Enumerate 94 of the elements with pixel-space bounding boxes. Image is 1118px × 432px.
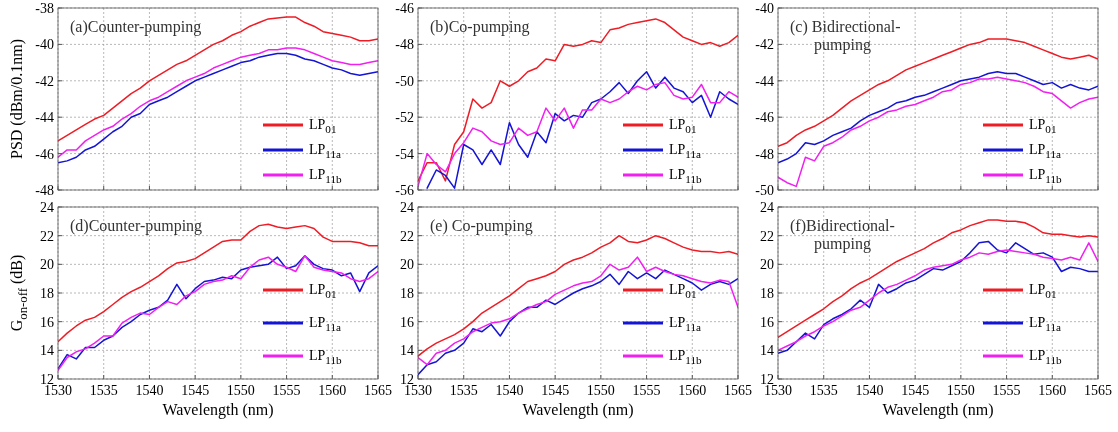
x-tick-label: 1540 [495, 383, 524, 398]
y-tick-label: -48 [755, 146, 774, 162]
y-tick-label: -46 [395, 1, 414, 16]
x-tick-label: 1540 [135, 383, 164, 398]
x-tick-label: 1530 [404, 383, 432, 398]
y-tick-label: 24 [760, 200, 774, 215]
y-tick-label: 16 [400, 314, 414, 330]
x-tick-label: 1560 [318, 383, 347, 398]
legend-label: LP$_{11b}$ [309, 167, 343, 185]
x-tick-label: 1550 [586, 383, 615, 398]
x-tick-label: 1560 [1038, 383, 1067, 398]
x-tick-label: 1555 [632, 383, 661, 398]
x-tick-label: 1530 [764, 383, 792, 398]
legend-label: LP$_{11b}$ [1029, 348, 1063, 366]
legend-label: LP$_{11a}$ [1029, 315, 1062, 333]
x-tick-label: 1545 [181, 383, 210, 398]
y-tick-label: 18 [400, 286, 414, 301]
y-tick-label: 14 [400, 343, 414, 359]
y-tick-label: 16 [40, 314, 54, 330]
x-tick-label: 1565 [364, 383, 392, 398]
line-series [418, 18, 738, 182]
y-tick-label: -40 [35, 37, 54, 53]
text: (f)Bidirectional-pumping [790, 217, 895, 253]
line-series [58, 16, 378, 142]
x-tick-label: 1530 [44, 383, 72, 398]
y-tick-label: -38 [35, 1, 54, 16]
x-tick-label: 1545 [541, 383, 570, 398]
y-tick-label: -56 [395, 183, 414, 198]
y-tick-label: 20 [760, 257, 774, 273]
y-tick-label: -50 [395, 73, 414, 89]
y-tick-label: -48 [35, 183, 54, 198]
legend-label: LP$_{11a}$ [669, 142, 702, 160]
legend-label: LP$_{11a}$ [309, 142, 342, 160]
legend-label: LP$_{01}$ [309, 282, 337, 300]
line-series [418, 269, 738, 376]
line-series [778, 219, 1098, 339]
x-tick-label: 1535 [449, 383, 478, 398]
x-tick-label: 1555 [272, 383, 301, 398]
legend-label: LP$_{11b}$ [669, 348, 703, 366]
y-tick-label: 18 [760, 286, 774, 301]
y-tick-label: -40 [755, 1, 774, 16]
legend-label: LP$_{01}$ [669, 117, 697, 135]
text: (d)Counter-pumping [70, 217, 203, 235]
x-axis-title: Wavelength (nm) [882, 401, 994, 419]
y-tick-label: -46 [35, 146, 54, 162]
line-series [778, 70, 1098, 164]
text: (e) Co-pumping [430, 217, 533, 235]
y-tick-label: 24 [40, 200, 54, 215]
y-tick-label: -44 [755, 73, 774, 89]
x-tick-label: 1550 [226, 383, 255, 398]
text: (b)Co-pumping [430, 18, 530, 36]
y-tick-label: 14 [40, 343, 54, 359]
x-tick-label: 1565 [1084, 383, 1112, 398]
legend-label: LP$_{11a}$ [309, 315, 342, 333]
y-tick-label: -54 [395, 146, 414, 162]
y-tick-label: 14 [760, 343, 774, 359]
y-tick-label: 24 [400, 200, 414, 215]
y-tick-label: 22 [400, 228, 414, 244]
text: (c) Bidirectional-pumping [790, 18, 901, 54]
y-tick-label: -44 [35, 110, 54, 126]
x-tick-label: 1560 [678, 383, 707, 398]
y-tick-label: 16 [760, 314, 774, 330]
legend-label: LP$_{11a}$ [1029, 142, 1062, 160]
x-tick-label: 1550 [946, 383, 975, 398]
legend-label: LP$_{01}$ [1029, 282, 1057, 300]
x-tick-label: 1545 [901, 383, 930, 398]
legend-label: LP$_{11b}$ [309, 348, 343, 366]
y-tick-label: 18 [40, 286, 54, 301]
y-tick-label: 20 [400, 257, 414, 273]
x-tick-label: 1565 [724, 383, 752, 398]
y-tick-label: -42 [35, 73, 54, 89]
y-tick-label: -46 [755, 110, 774, 126]
y-tick-label: -48 [395, 37, 414, 53]
y-axis-title: PSD (dBm/0.1nm) [8, 38, 26, 160]
legend-label: LP$_{01}$ [309, 117, 337, 135]
y-tick-label: -42 [755, 37, 774, 53]
x-tick-label: 1555 [992, 383, 1021, 398]
x-axis-title: Wavelength (nm) [522, 401, 634, 419]
legend-label: LP$_{11b}$ [669, 167, 703, 185]
x-tick-label: 1535 [809, 383, 838, 398]
y-tick-label: 20 [40, 257, 54, 273]
legend-label: LP$_{11a}$ [669, 315, 702, 333]
x-tick-label: 1540 [855, 383, 884, 398]
legend-label: LP$_{01}$ [1029, 117, 1057, 135]
y-tick-label: -52 [395, 110, 414, 126]
x-axis-title: Wavelength (nm) [162, 401, 274, 419]
x-tick-label: 1535 [89, 383, 118, 398]
y-tick-label: 22 [760, 228, 774, 244]
y-tick-label: 22 [40, 228, 54, 244]
legend-label: LP$_{11b}$ [1029, 167, 1063, 185]
line-series [418, 256, 738, 366]
legend-label: LP$_{01}$ [669, 282, 697, 300]
y-tick-label: -50 [755, 183, 774, 198]
text: (a)Counter-pumping [70, 18, 202, 36]
